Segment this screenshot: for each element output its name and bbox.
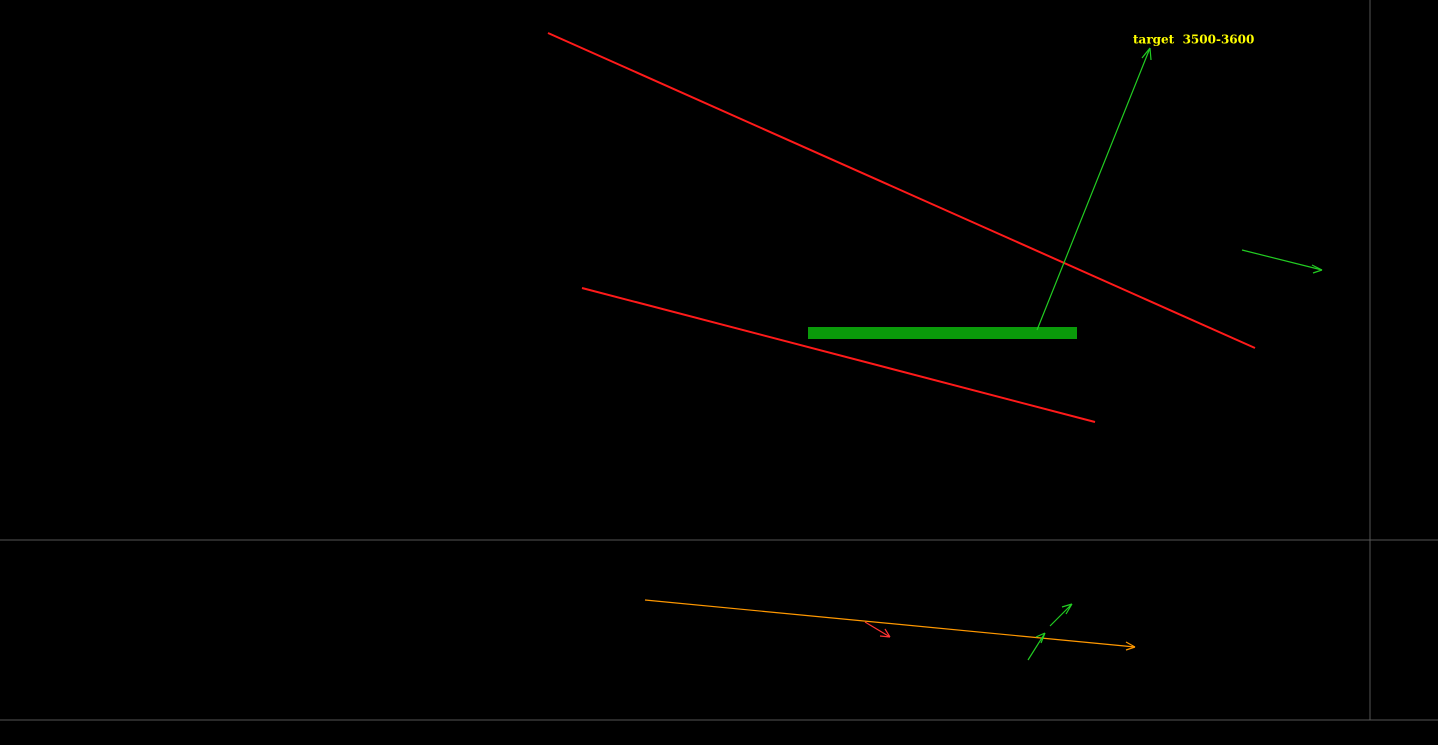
lower-trendline — [581, 287, 1096, 423]
axes — [0, 0, 1438, 721]
support-zone — [808, 327, 1077, 339]
upper-trendline — [547, 32, 1256, 349]
drawings: target 3500-3600 — [547, 32, 1323, 661]
red-arrow — [864, 621, 891, 638]
macd-arrow — [1049, 603, 1073, 627]
macd-trendline — [644, 599, 1136, 648]
target-annotation: target 3500-3600 — [1133, 33, 1254, 47]
arrow-head — [1311, 264, 1323, 274]
target-arrow — [1036, 47, 1151, 331]
arrow-head — [1141, 47, 1152, 61]
side-arrow — [1241, 249, 1323, 271]
arrow-head — [1125, 641, 1136, 651]
macd-arrow — [1027, 632, 1046, 661]
